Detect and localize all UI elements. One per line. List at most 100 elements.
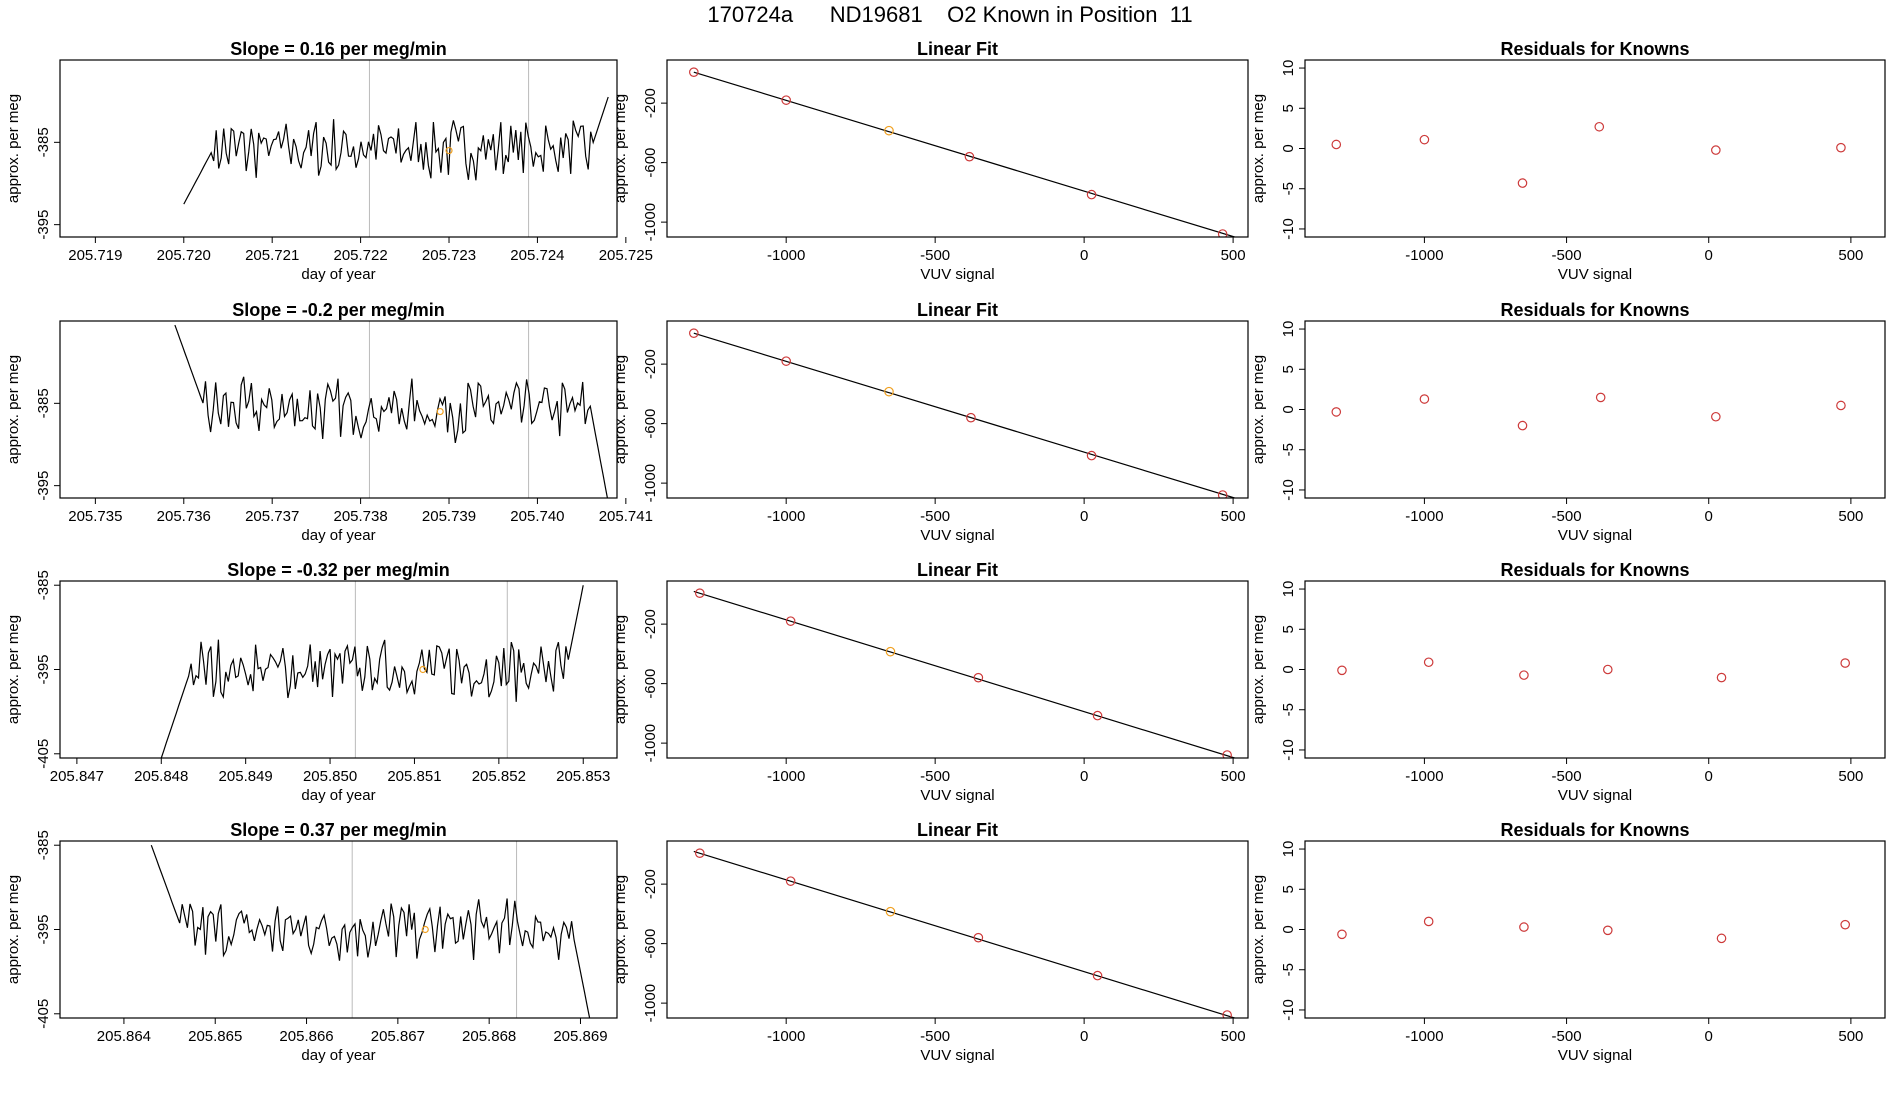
y-axis-label: approx. per meg — [612, 615, 629, 724]
x-axis-label: day of year — [301, 1047, 375, 1064]
x-tick-label: 205.723 — [422, 247, 476, 264]
y-tick-label: 0 — [1280, 144, 1297, 152]
timeseries-panel: Slope = -0.32 per meg/min 205.847 205.848 2… — [5, 560, 618, 804]
data-point — [966, 412, 976, 423]
y-tick-label: -385 — [35, 570, 52, 600]
x-tick-label: 205.850 — [303, 768, 357, 785]
x-axis-label: VUV signal — [920, 527, 994, 544]
y-axis-label: approx. per meg — [5, 94, 22, 203]
y-tick-label: -405 — [35, 739, 52, 769]
plot-area — [160, 581, 584, 758]
panel-title: Residuals for Knowns — [1500, 560, 1689, 580]
data-point — [884, 125, 894, 136]
fit-line — [693, 590, 1235, 758]
y-axis-label: approx. per meg — [612, 875, 629, 984]
data-point — [964, 151, 975, 162]
data-point — [1222, 750, 1232, 758]
data-point — [1836, 400, 1846, 411]
plot-frame — [1304, 320, 1886, 499]
x-tick-label: 205.719 — [68, 247, 122, 264]
residuals-panel: Residuals for Knowns -1000 -500 0 500 10 5 0 -5 -… — [1250, 39, 1886, 283]
x-tick-label: 500 — [1838, 247, 1863, 264]
data-point — [885, 646, 896, 657]
page-title: 170724a ND19681 O2 Known in Position 11 — [707, 2, 1193, 27]
y-tick-label: -600 — [642, 929, 659, 959]
y-tick-label: -5 — [1280, 963, 1297, 976]
x-tick-label: 500 — [1221, 1028, 1246, 1045]
y-tick-label: -10 — [1280, 999, 1297, 1021]
y-tick-label: -200 — [642, 349, 659, 379]
data-point — [884, 386, 894, 397]
data-point — [973, 932, 984, 943]
x-tick-label: 205.739 — [422, 508, 476, 525]
y-tick-label: -1000 — [642, 464, 659, 502]
y-tick-label: -5 — [1280, 182, 1297, 195]
y-axis-label: approx. per meg — [612, 94, 629, 203]
x-axis-label: day of year — [301, 787, 375, 804]
y-tick-label: -385 — [35, 830, 52, 860]
y-tick-label: -1000 — [642, 203, 659, 241]
y-tick-label: 0 — [1280, 405, 1297, 413]
panel-title: Linear Fit — [917, 560, 998, 580]
panel-title: Residuals for Knowns — [1500, 39, 1689, 59]
x-tick-label: 0 — [1705, 768, 1713, 785]
plot-frame — [59, 840, 618, 1019]
data-point — [1519, 922, 1529, 932]
y-tick-label: -5 — [1280, 443, 1297, 456]
x-tick-label: -1000 — [1405, 768, 1443, 785]
y-tick-label: -385 — [35, 127, 52, 157]
panel-title: Slope = -0.2 per meg/min — [232, 300, 445, 320]
y-tick-label: -1000 — [642, 984, 659, 1022]
x-tick-label: 205.853 — [556, 768, 610, 785]
plot-frame — [59, 580, 618, 759]
data-point — [1337, 665, 1347, 676]
data-point — [781, 95, 791, 105]
data-point — [1594, 121, 1605, 132]
data-point — [1711, 411, 1721, 422]
x-tick-label: 205.849 — [219, 768, 273, 785]
plot-area — [183, 60, 609, 237]
x-tick-label: 205.738 — [333, 508, 387, 525]
y-tick-label: -395 — [35, 471, 52, 501]
plot-frame — [59, 320, 618, 499]
x-tick-label: -1000 — [1405, 508, 1443, 525]
data-point — [1331, 407, 1342, 417]
data-point — [1086, 450, 1097, 461]
x-tick-label: 500 — [1838, 768, 1863, 785]
y-tick-label: -200 — [642, 609, 659, 639]
data-point — [1517, 420, 1528, 431]
y-axis-label: approx. per meg — [1250, 615, 1267, 724]
data-point — [1840, 919, 1850, 930]
data-point — [1423, 916, 1434, 927]
plot-frame — [1304, 59, 1886, 238]
plot-area — [693, 848, 1235, 1018]
highlight-point — [445, 146, 453, 155]
fit-line — [693, 332, 1235, 498]
data-point — [689, 67, 699, 77]
y-axis-label: approx. per meg — [1250, 94, 1267, 203]
plot-frame — [666, 580, 1249, 759]
y-axis-label: approx. per meg — [1250, 875, 1267, 984]
timeseries-panel: Slope = -0.2 per meg/min 205.735 205.736 20… — [5, 300, 653, 544]
y-tick-label: 5 — [1280, 365, 1297, 373]
x-tick-label: -500 — [920, 1028, 950, 1045]
data-point — [1217, 229, 1228, 237]
x-tick-label: 205.866 — [279, 1028, 333, 1045]
x-tick-label: 205.737 — [245, 508, 299, 525]
data-point — [1222, 1010, 1232, 1018]
data-point — [1092, 970, 1103, 981]
y-tick-label: 10 — [1280, 841, 1297, 858]
x-tick-label: -1000 — [767, 508, 805, 525]
data-point — [1217, 490, 1228, 498]
x-tick-label: -1000 — [1405, 1028, 1443, 1045]
panel-title: Slope = 0.37 per meg/min — [230, 820, 447, 840]
y-tick-label: 5 — [1280, 885, 1297, 893]
x-tick-label: -500 — [920, 508, 950, 525]
residuals-panel: Residuals for Knowns -1000 -500 0 500 10 5 0 -5 -… — [1250, 300, 1886, 544]
x-axis-label: VUV signal — [1558, 787, 1632, 804]
x-tick-label: 205.865 — [188, 1028, 242, 1045]
data-point — [1086, 189, 1097, 200]
y-tick-label: -405 — [35, 999, 52, 1029]
data-point — [1602, 664, 1613, 675]
x-tick-label: 205.869 — [553, 1028, 607, 1045]
